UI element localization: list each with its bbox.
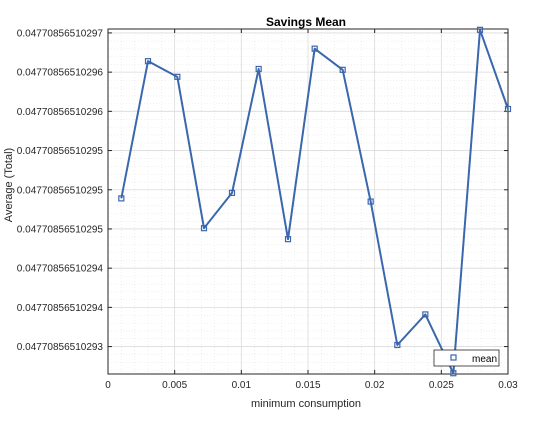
x-tick-label: 0 [105, 380, 111, 391]
data-point [255, 65, 262, 73]
data-point [339, 66, 346, 73]
legend-label: mean [472, 354, 497, 365]
legend-box [433, 349, 500, 367]
data-point [118, 195, 125, 202]
y-tick-label: 0.04770856510295 [17, 146, 104, 157]
data-point [450, 370, 457, 377]
x-axis: 0 0.005 0.01 0.015 0.02 0.025 0.03 [105, 29, 518, 391]
data-point [504, 105, 512, 113]
data-point [200, 225, 208, 232]
y-tick-label: 0.04770856510293 [17, 342, 104, 353]
data-point [311, 45, 318, 52]
x-tick-label: 0.01 [232, 380, 252, 391]
legend-marker-icon [450, 354, 457, 361]
y-tick-label: 0.04770856510296 [17, 68, 104, 79]
chart-title: Savings Mean [266, 15, 346, 29]
y-tick-label: 0.04770856510294 [17, 264, 104, 275]
data-point [394, 341, 401, 349]
legend: mean [433, 349, 500, 367]
y-axis-label: Average (Total) [3, 148, 15, 222]
data-point [476, 26, 484, 33]
y-tick-label: 0.04770856510295 [17, 185, 104, 196]
x-tick-label: 0.005 [162, 380, 187, 391]
y-tick-label: 0.04770856510295 [17, 224, 104, 235]
x-tick-label: 0.02 [365, 380, 385, 391]
data-point [284, 236, 292, 243]
data-point [228, 189, 236, 196]
y-axis: 0.04770856510293 0.04770856510294 0.047708… [17, 28, 508, 353]
x-tick-label: 0.03 [498, 380, 518, 391]
data-point [422, 311, 429, 318]
data-point [174, 73, 181, 80]
x-axis-label: minimum consumption [251, 398, 361, 410]
y-tick-label: 0.04770856510296 [17, 107, 104, 118]
y-tick-label: 0.04770856510294 [17, 303, 104, 314]
x-tick-label: 0.025 [429, 380, 454, 391]
data-point [144, 58, 152, 65]
y-tick-label: 0.04770856510297 [17, 28, 104, 39]
data-point [367, 198, 374, 205]
x-tick-label: 0.015 [295, 380, 320, 391]
